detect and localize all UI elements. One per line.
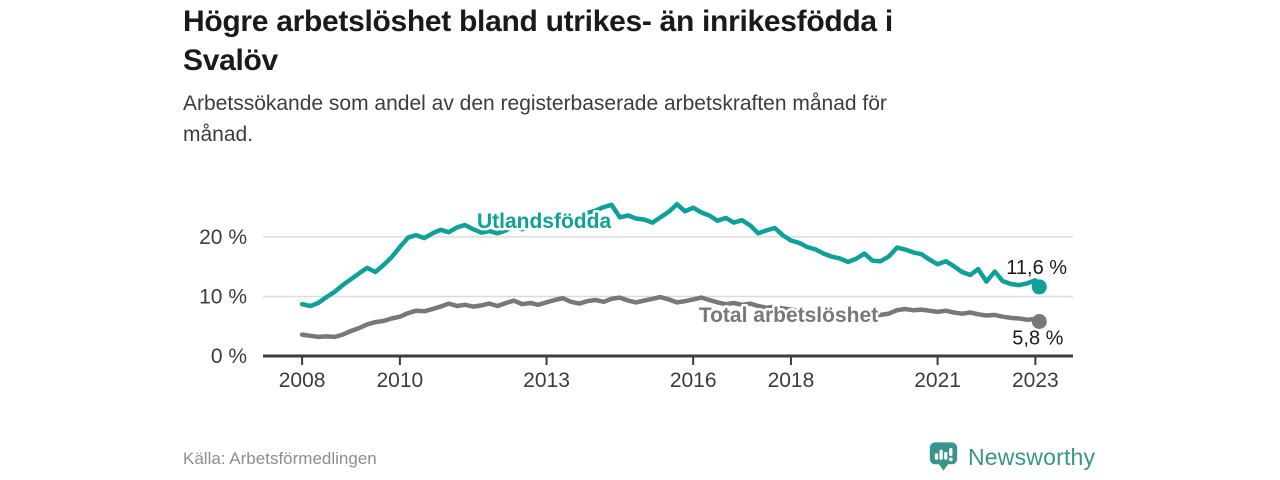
series-end-value-total: 5,8 % xyxy=(1012,328,1063,350)
y-axis-label-10: 10 % xyxy=(199,285,247,308)
newsworthy-brand: Newsworthy xyxy=(928,440,1095,474)
logo-exclamation-bar xyxy=(949,447,953,457)
x-axis-label-2013: 2013 xyxy=(523,369,570,392)
logo-bar-small xyxy=(934,453,939,460)
x-axis-label-2018: 2018 xyxy=(768,369,815,392)
series-end-dot-utlandsfodda xyxy=(1031,279,1047,295)
y-axis-label-0: 0 % xyxy=(211,345,247,368)
chart-title-line-2: Svalöv xyxy=(183,44,278,77)
chart-subtitle-line-2: månad. xyxy=(183,123,254,146)
source-attribution: Källa: Arbetsförmedlingen xyxy=(183,449,377,468)
brand-wordmark: Newsworthy xyxy=(968,443,1096,470)
y-axis-label-20: 20 % xyxy=(199,226,247,249)
chart-title: Högre arbetslöshet bland utrikes- än inr… xyxy=(183,2,1093,80)
x-axis-label-2021: 2021 xyxy=(914,369,961,392)
series-line-total xyxy=(299,294,1042,340)
series-line-utlandsfodda xyxy=(299,201,1042,309)
x-axis-label-2023: 2023 xyxy=(1012,369,1059,392)
newsworthy-logo-icon xyxy=(929,442,958,471)
chart-title-line-1: Högre arbetslöshet bland utrikes- än inr… xyxy=(183,5,893,38)
series-end-value-utlandsfodda: 11,6 % xyxy=(1006,257,1067,279)
chart-subtitle: Arbetssökande som andel av den registerb… xyxy=(183,88,1093,150)
x-axis-label-2016: 2016 xyxy=(670,369,717,392)
x-axis-label-2008: 2008 xyxy=(279,369,326,392)
logo-exclamation-dot xyxy=(948,457,953,462)
x-axis-label-2010: 2010 xyxy=(377,369,424,392)
series-label-total: Total arbetslöshet xyxy=(699,304,878,327)
series-label-utlandsfodda: Utlandsfödda xyxy=(477,210,611,233)
series-end-dot-total xyxy=(1031,314,1047,329)
logo-speech-bubble xyxy=(929,442,958,471)
logo-bar-medium xyxy=(944,451,948,460)
logo-bar-tall xyxy=(939,449,943,460)
chart-subtitle-line-1: Arbetssökande som andel av den registerb… xyxy=(183,92,887,115)
